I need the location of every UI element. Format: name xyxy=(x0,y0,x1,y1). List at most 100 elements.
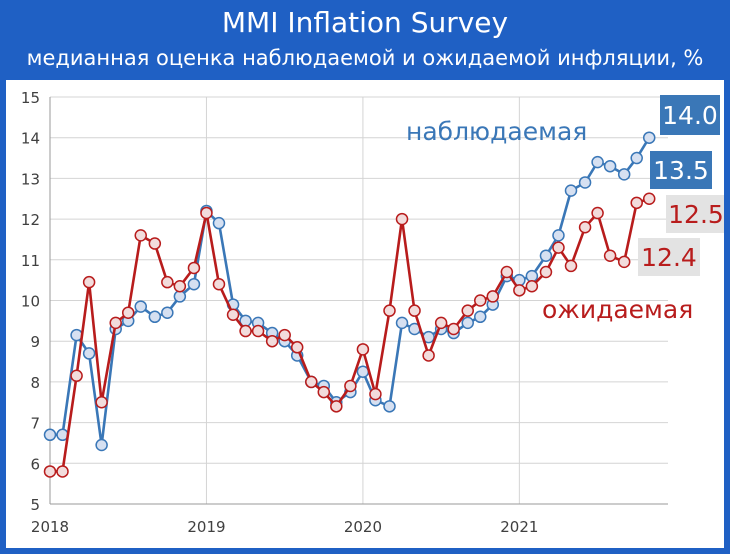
data-point xyxy=(474,294,487,307)
data-point xyxy=(239,324,252,338)
data-point xyxy=(173,290,187,303)
y-tick-label: 15 xyxy=(21,89,40,107)
data-point xyxy=(251,324,265,338)
data-point xyxy=(305,375,318,389)
data-point xyxy=(109,316,122,330)
data-point xyxy=(356,343,370,356)
data-point xyxy=(552,229,565,242)
data-point xyxy=(408,304,421,317)
data-point xyxy=(383,304,396,317)
data-point xyxy=(525,269,539,283)
y-tick-label: 8 xyxy=(30,374,40,392)
value-box-label: 12.4 xyxy=(641,243,697,272)
data-point xyxy=(290,341,304,354)
data-point xyxy=(564,184,578,197)
data-point xyxy=(212,277,226,291)
data-point xyxy=(461,304,474,317)
data-point xyxy=(187,277,201,291)
data-point xyxy=(200,206,213,220)
data-point xyxy=(134,300,147,313)
series-label-observed: наблюдаемая xyxy=(406,117,587,146)
y-tick-label: 13 xyxy=(21,170,40,188)
data-point xyxy=(43,465,57,478)
data-point xyxy=(317,385,331,399)
data-point xyxy=(525,280,539,293)
data-point xyxy=(539,249,553,262)
data-point xyxy=(173,280,187,293)
data-point xyxy=(642,192,656,205)
data-point xyxy=(56,465,69,478)
data-point xyxy=(500,265,514,279)
y-tick-label: 5 xyxy=(30,496,40,514)
value-box-label: 12.5 xyxy=(668,200,724,229)
plot-area: 5 6 7 8 9 10 11 12 13 14 15 2018 2019 2020 2021 наблюда… xyxy=(6,80,726,548)
y-tick-label: 11 xyxy=(21,252,40,270)
data-point xyxy=(578,220,592,234)
data-point xyxy=(82,347,96,360)
data-point xyxy=(265,334,279,348)
y-tick-label: 6 xyxy=(30,455,40,473)
data-point xyxy=(344,379,357,393)
value-box-label: 14.0 xyxy=(662,101,718,130)
data-point xyxy=(43,428,57,442)
data-point xyxy=(212,216,226,230)
data-point xyxy=(70,369,83,383)
data-point xyxy=(461,316,474,330)
data-point xyxy=(630,151,643,165)
data-point xyxy=(578,176,592,189)
data-point xyxy=(395,212,409,226)
y-tick-label: 7 xyxy=(30,415,40,433)
data-point xyxy=(395,316,409,330)
data-point xyxy=(603,249,617,262)
data-point xyxy=(330,400,343,413)
data-point xyxy=(617,255,631,269)
x-tick-label: 2018 xyxy=(31,518,69,536)
chart-title: MMI Inflation Survey xyxy=(221,6,509,39)
data-point xyxy=(513,284,526,297)
data-point xyxy=(642,131,656,144)
value-box xyxy=(638,238,700,276)
value-box xyxy=(666,195,726,233)
chart-subtitle: медианная оценка наблюдаемой и ожидаемой… xyxy=(26,46,704,70)
data-point xyxy=(447,322,460,336)
data-point xyxy=(187,261,201,275)
data-point xyxy=(539,265,553,279)
value-box-label: 13.5 xyxy=(653,156,709,185)
value-box xyxy=(650,151,712,189)
data-point xyxy=(278,328,291,342)
value-box xyxy=(660,95,720,135)
data-point xyxy=(564,259,578,273)
data-point xyxy=(82,275,96,289)
series-label-expected: ожидаемая xyxy=(542,295,693,324)
y-tick-label: 14 xyxy=(21,130,40,148)
data-point xyxy=(369,387,382,401)
data-point xyxy=(552,241,565,254)
data-point xyxy=(422,349,435,362)
data-point xyxy=(383,400,396,413)
data-point xyxy=(474,310,487,324)
data-point xyxy=(617,168,631,181)
series-line-observed xyxy=(50,137,651,447)
x-tick-label: 2019 xyxy=(187,518,225,536)
x-tick-label: 2020 xyxy=(344,518,382,536)
data-point xyxy=(95,396,108,409)
line-chart: 5 6 7 8 9 10 11 12 13 14 15 2018 2019 2020 2021 наблюда… xyxy=(21,89,726,536)
x-tick-label: 2021 xyxy=(500,518,538,536)
data-point xyxy=(486,290,500,303)
y-tick-label: 12 xyxy=(21,211,40,229)
y-tick-label: 9 xyxy=(30,333,40,351)
data-point xyxy=(95,438,108,452)
data-point xyxy=(591,206,604,220)
y-tick-label: 10 xyxy=(21,293,40,311)
data-point xyxy=(148,237,162,250)
data-point xyxy=(226,308,240,321)
data-point xyxy=(161,306,174,319)
data-point xyxy=(630,196,643,210)
data-point xyxy=(591,155,604,169)
data-point xyxy=(161,275,174,289)
data-point xyxy=(134,229,147,242)
data-point xyxy=(121,306,135,319)
data-point xyxy=(148,310,162,324)
data-point xyxy=(603,159,617,173)
